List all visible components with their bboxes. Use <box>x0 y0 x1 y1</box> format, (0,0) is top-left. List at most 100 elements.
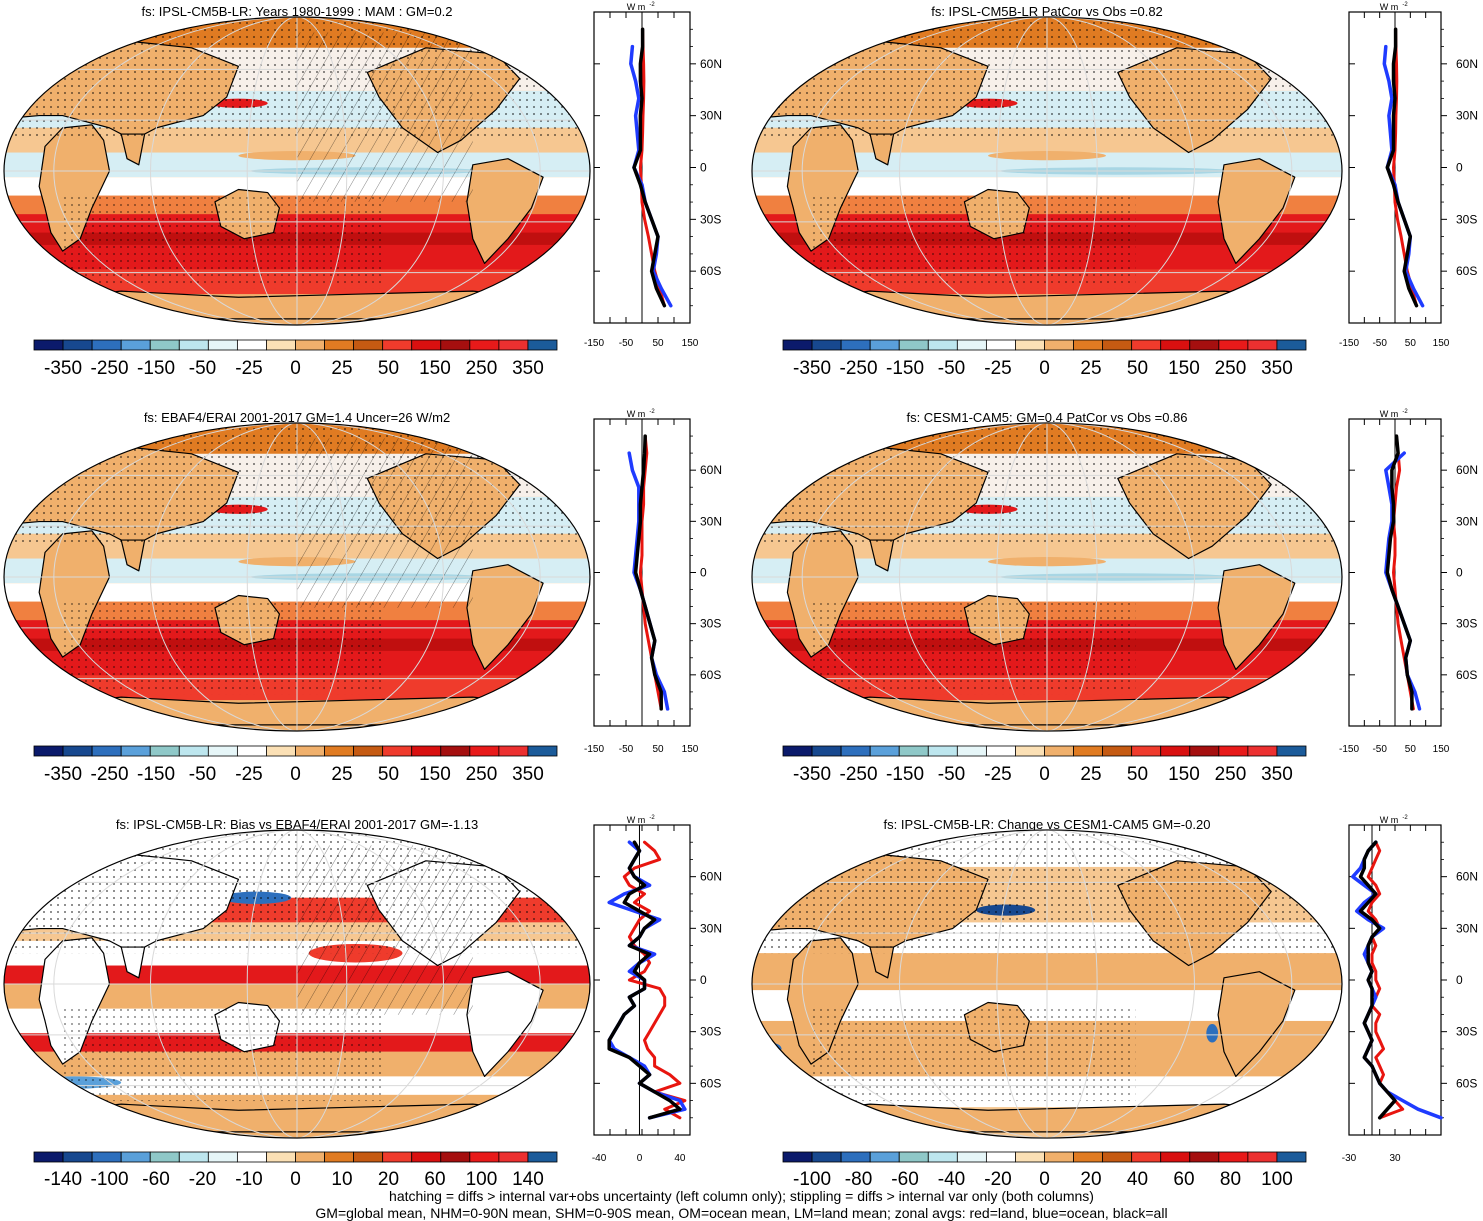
zonal-x-tick-label: -150 <box>1339 744 1359 755</box>
colorbar-tick-label: -50 <box>189 358 216 379</box>
zonal-x-tick-label: -50 <box>619 744 634 755</box>
colorbar-swatch <box>353 339 384 351</box>
colorbar-swatch <box>236 1151 267 1163</box>
colorbar-swatch <box>149 745 180 757</box>
colorbar-swatch <box>1102 339 1133 351</box>
colorbar-swatch <box>811 339 842 351</box>
colorbar-swatch <box>898 1151 929 1163</box>
colorbar-tick-label: 0 <box>1039 1169 1050 1190</box>
colorbar-tick-label: -150 <box>137 358 175 379</box>
colorbar-tick-label: -25 <box>235 764 262 785</box>
latitude-label: 60N <box>700 870 722 884</box>
zonal-series-all <box>633 434 663 711</box>
colorbar-swatch <box>295 339 325 351</box>
coastline-samer <box>466 564 544 671</box>
colorbar-swatch <box>469 1151 500 1163</box>
panel-top-right: fs: IPSL-CM5B-LR PatCor vs Obs =0.82 -350… <box>751 2 1478 379</box>
map-field <box>4 17 590 325</box>
colorbar-swatch <box>469 339 500 351</box>
zonal-x-tick-label: -50 <box>1372 744 1387 755</box>
colorbar-swatch <box>207 339 238 351</box>
colorbar-tick-label: -250 <box>91 358 129 379</box>
latitude-label: 30S <box>700 212 721 226</box>
colorbar-swatch <box>266 745 296 757</box>
colorbar-swatch <box>1218 1151 1249 1163</box>
colorbar-tick-label: 0 <box>1039 358 1050 379</box>
panel-title: fs: IPSL-CM5B-LR PatCor vs Obs =0.82 <box>931 4 1163 19</box>
footer-line-2: GM=global mean, NHM=0-90N mean, SHM=0-90… <box>315 1205 1168 1221</box>
colorbar-tick-label: 60 <box>424 1169 445 1190</box>
colorbar-tick-label: -140 <box>44 1169 82 1190</box>
zonal-unit-exponent: -2 <box>649 2 655 8</box>
colorbar-swatch <box>1276 1151 1307 1163</box>
colorbar-swatch <box>411 339 442 351</box>
colorbar-swatch <box>1015 1151 1045 1163</box>
colorbar-swatch <box>782 1151 813 1163</box>
colorbar-tick-label: 140 <box>512 1169 544 1190</box>
latitude-label: 60N <box>1456 57 1478 71</box>
zonal-x-tick-label: 50 <box>652 338 664 349</box>
colorbar-swatch <box>324 339 355 351</box>
colorbar-swatch <box>498 745 529 757</box>
coastline-green <box>1235 841 1284 871</box>
colorbar-swatch <box>120 1151 151 1163</box>
colorbar-swatch <box>956 339 987 351</box>
colorbar-swatch <box>869 339 900 351</box>
zonal-unit-label: W m <box>1380 815 1399 825</box>
colorbar-swatch <box>869 745 900 757</box>
latitude-label: 30S <box>1456 1025 1477 1039</box>
colorbar-swatch <box>120 745 151 757</box>
colorbar-tick-label: 150 <box>419 764 451 785</box>
colorbar-tick-label: 350 <box>1261 764 1293 785</box>
colorbar-tick-label: -25 <box>984 764 1011 785</box>
colorbar-swatch <box>927 1151 958 1163</box>
coastline-green <box>483 28 533 58</box>
colorbar-tick-label: -50 <box>938 764 965 785</box>
colorbar-swatch <box>527 1151 558 1163</box>
colorbar-swatch <box>927 745 958 757</box>
panel-title: fs: IPSL-CM5B-LR: Years 1980-1999 : MAM … <box>141 4 452 19</box>
colorbar-tick-label: -50 <box>189 764 216 785</box>
colorbar-swatch <box>411 745 442 757</box>
colorbar-swatch <box>811 745 842 757</box>
colorbar-tick-label: 150 <box>419 358 451 379</box>
map-field <box>751 422 1342 732</box>
map-frame <box>3 16 591 326</box>
colorbar-swatch <box>266 1151 296 1163</box>
latitude-label: 0 <box>1456 566 1463 580</box>
colorbar-swatch <box>324 745 355 757</box>
colorbar-swatch <box>62 339 93 351</box>
colorbar-swatch <box>527 339 558 351</box>
colorbar-swatch <box>498 339 529 351</box>
colorbar-swatch <box>1131 745 1162 757</box>
colorbar-tick-label: -150 <box>886 358 924 379</box>
latitude-label: 0 <box>700 566 707 580</box>
coastline-green <box>1235 28 1284 58</box>
zonal-x-tick-label: -40 <box>592 1153 607 1164</box>
colorbar-swatch <box>33 1151 64 1163</box>
colorbar-tick-label: -350 <box>44 764 82 785</box>
latitude-label: 30S <box>700 617 721 631</box>
colorbar-swatch <box>236 339 267 351</box>
colorbar-swatch <box>33 745 64 757</box>
map-field <box>4 423 590 731</box>
colorbar-swatch <box>62 745 93 757</box>
latitude-label: 60N <box>1456 870 1478 884</box>
latitude-label: 60N <box>700 57 722 71</box>
latitude-label: 30N <box>1456 514 1478 528</box>
zonal-x-tick-label: -50 <box>1372 338 1387 349</box>
zonal-series-all <box>607 840 682 1120</box>
colorbar-tick-label: 20 <box>378 1169 399 1190</box>
colorbar-tick-label: -10 <box>235 1169 262 1190</box>
latitude-label: 60S <box>1456 264 1477 278</box>
colorbar-tick-label: 80 <box>1220 1169 1241 1190</box>
colorbar-swatch <box>1073 1151 1104 1163</box>
zonal-series-all <box>632 27 667 308</box>
colorbar-tick-label: 20 <box>1080 1169 1101 1190</box>
colorbar-tick-label: 0 <box>1039 764 1050 785</box>
latitude-label: 60S <box>700 264 721 278</box>
colorbar-swatch <box>411 1151 442 1163</box>
colorbar-swatch <box>295 745 325 757</box>
zonal-series-land <box>1366 840 1405 1120</box>
